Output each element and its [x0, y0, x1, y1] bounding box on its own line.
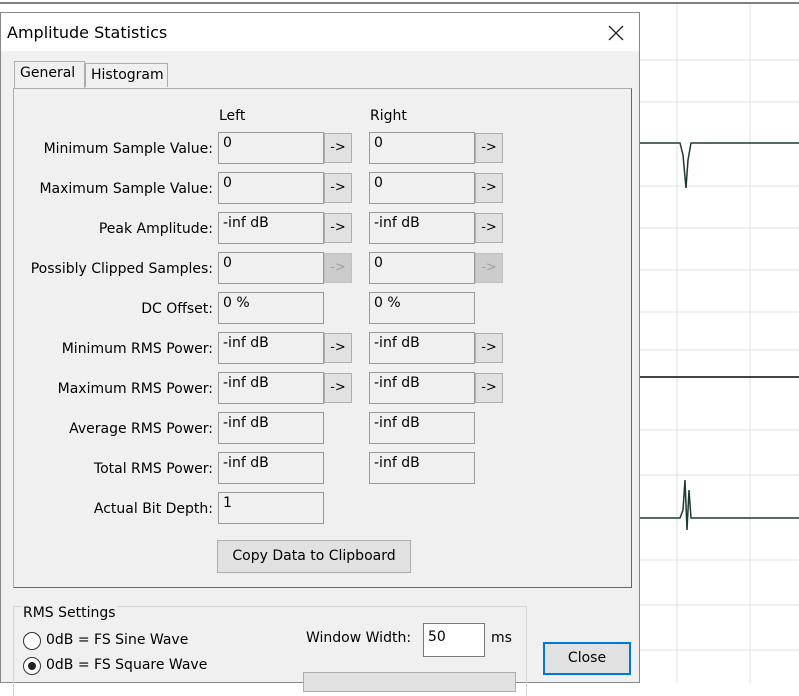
row-label: Peak Amplitude:: [98, 221, 213, 237]
value-field: -inf dB: [369, 332, 475, 364]
arrow-button[interactable]: ->: [324, 213, 352, 243]
value-field: -inf dB: [369, 412, 475, 444]
value-field: 0 %: [218, 292, 324, 324]
arrow-button[interactable]: ->: [475, 213, 503, 243]
row-label: Possibly Clipped Samples:: [30, 261, 213, 277]
radio-label: 0dB = FS Square Wave: [46, 657, 208, 673]
recalculate-button[interactable]: [303, 672, 516, 692]
arrow-button[interactable]: ->: [475, 173, 503, 203]
rms-group: [13, 606, 527, 696]
window-width-label: Window Width:: [306, 630, 412, 646]
value-field: -inf dB: [369, 372, 475, 404]
value-field: 0: [369, 132, 475, 164]
arrow-button: ->: [475, 253, 503, 283]
arrow-button[interactable]: ->: [324, 133, 352, 163]
tab-panel: [13, 88, 632, 588]
row-label: Average RMS Power:: [69, 421, 213, 437]
radio-label: 0dB = FS Sine Wave: [46, 632, 189, 648]
window-width-input[interactable]: 50: [423, 623, 485, 657]
row-label: Minimum RMS Power:: [61, 341, 213, 357]
radio-button[interactable]: [23, 632, 41, 650]
row-label: Maximum Sample Value:: [39, 181, 213, 197]
radio-button[interactable]: [23, 657, 41, 675]
value-field: 0: [369, 172, 475, 204]
value-field: -inf dB: [218, 332, 324, 364]
arrow-button[interactable]: ->: [475, 333, 503, 363]
arrow-button[interactable]: ->: [475, 373, 503, 403]
arrow-button[interactable]: ->: [324, 173, 352, 203]
value-field: -inf dB: [369, 212, 475, 244]
tab[interactable]: General: [14, 61, 85, 88]
row-label: Total RMS Power:: [93, 461, 213, 477]
value-field: 0: [218, 252, 324, 284]
arrow-button: ->: [324, 253, 352, 283]
value-field: -inf dB: [218, 212, 324, 244]
value-field: 0: [218, 132, 324, 164]
arrow-button[interactable]: ->: [475, 133, 503, 163]
dialog: Amplitude Statistics General Histogram Lef…: [0, 12, 640, 696]
unit-label: ms: [491, 630, 512, 646]
copy-button[interactable]: Copy Data to Clipboard: [217, 540, 411, 573]
value-field: -inf dB: [218, 372, 324, 404]
value-field: 1: [218, 492, 324, 524]
column-header: Right: [370, 108, 407, 124]
tab[interactable]: Histogram: [85, 63, 168, 87]
close-icon[interactable]: [607, 24, 625, 42]
value-field: 0: [369, 252, 475, 284]
row-label: Minimum Sample Value:: [43, 141, 213, 157]
value-field: 0 %: [369, 292, 475, 324]
value-field: -inf dB: [369, 452, 475, 484]
value-field: -inf dB: [218, 452, 324, 484]
title-bar: Amplitude Statistics: [1, 13, 639, 51]
group-title: RMS Settings: [22, 605, 117, 621]
row-label: DC Offset:: [141, 301, 213, 317]
row-label: Actual Bit Depth:: [93, 501, 213, 517]
dialog-title: Amplitude Statistics: [7, 23, 168, 42]
column-header: Left: [219, 108, 246, 124]
close-button[interactable]: Close: [543, 642, 631, 675]
value-field: 0: [218, 172, 324, 204]
arrow-button[interactable]: ->: [324, 333, 352, 363]
value-field: -inf dB: [218, 412, 324, 444]
row-label: Maximum RMS Power:: [57, 381, 213, 397]
arrow-button[interactable]: ->: [324, 373, 352, 403]
